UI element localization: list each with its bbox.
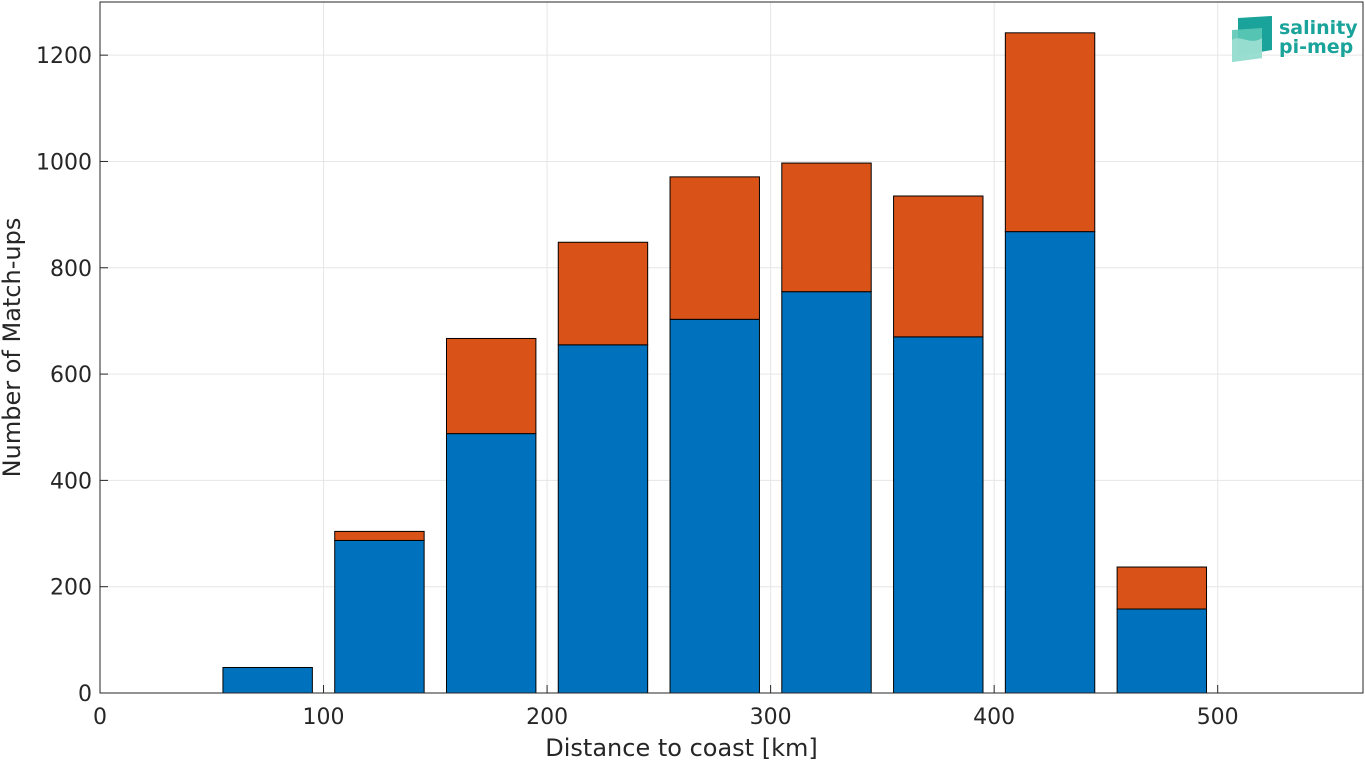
x-tick-label: 300 <box>750 705 792 730</box>
y-tick-label: 800 <box>50 257 92 282</box>
x-tick-label: 100 <box>303 705 345 730</box>
bar-series2 <box>334 530 425 541</box>
x-tick-label: 0 <box>93 705 107 730</box>
plot-area-border <box>99 1 1364 694</box>
logo-text-line2: pi-mep <box>1279 36 1353 58</box>
y-tick-label: 1000 <box>36 150 92 175</box>
y-tick-label: 1200 <box>36 44 92 69</box>
x-tick-label: 200 <box>526 705 568 730</box>
y-tick-label: 0 <box>78 682 92 707</box>
y-axis-label: Number of Match-ups <box>0 218 26 478</box>
bar-series2 <box>1004 32 1096 233</box>
bar-series1 <box>1116 608 1208 694</box>
salinity-pi-mep-logo: salinity pi-mep <box>1232 16 1358 62</box>
bar-series2 <box>669 176 760 320</box>
y-tick-label: 600 <box>50 363 92 388</box>
bar-series1 <box>445 433 537 694</box>
y-axis-ticks: 0 200 400 600 800 1000 1200 <box>36 44 108 707</box>
x-tick-label: 400 <box>973 705 1015 730</box>
bar-series1 <box>557 344 649 694</box>
bar-series2 <box>557 241 649 346</box>
bar-series1 <box>669 318 760 694</box>
x-axis-label: Distance to coast [km] <box>545 734 817 761</box>
bar-series1 <box>893 336 984 694</box>
x-tick-label: 500 <box>1197 705 1239 730</box>
bar-series2 <box>781 162 872 293</box>
bar-series1 <box>1004 231 1096 694</box>
bar-series1 <box>222 666 313 694</box>
x-axis-ticks: 0 100 200 300 400 500 <box>93 685 1239 730</box>
logo-wave-icon <box>1232 16 1272 62</box>
bars <box>111 32 1319 694</box>
bar-series2 <box>445 337 537 435</box>
bar-series1 <box>781 291 872 694</box>
bar-series2 <box>893 195 984 338</box>
y-tick-label: 400 <box>50 469 92 494</box>
bar-series2 <box>1116 566 1208 610</box>
y-tick-label: 200 <box>50 576 92 601</box>
bar-series1 <box>334 539 425 694</box>
logo-text-line1: salinity <box>1279 17 1358 39</box>
